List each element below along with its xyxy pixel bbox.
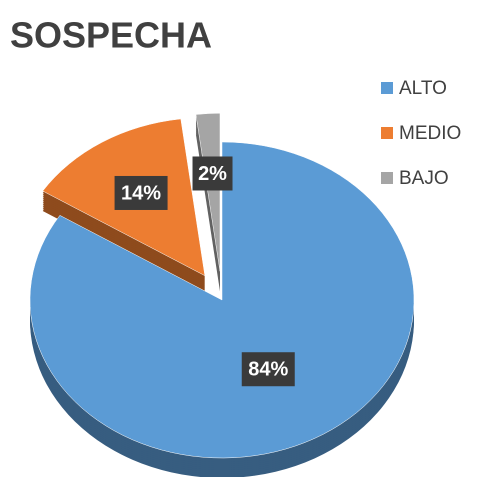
pie-slice — [195, 113, 221, 272]
data-label: 84% — [248, 359, 288, 381]
legend-label: MEDIO — [399, 123, 461, 144]
legend-swatch — [381, 127, 393, 139]
legend-label: ALTO — [399, 78, 447, 99]
data-label-box — [192, 156, 233, 191]
legend-swatch — [381, 82, 393, 94]
chart-title: SOSPECHA — [10, 15, 212, 56]
legend-label: BAJO — [399, 168, 449, 189]
data-label-box — [241, 352, 295, 387]
pie-slice — [29, 141, 415, 459]
data-label: 2% — [198, 163, 227, 185]
data-label-box — [114, 175, 168, 210]
data-label: 14% — [121, 182, 161, 204]
legend-swatch — [381, 172, 393, 184]
